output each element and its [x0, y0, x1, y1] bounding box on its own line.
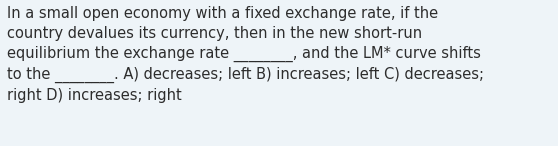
Text: In a small open economy with a fixed exchange rate, if the
country devalues its : In a small open economy with a fixed exc… — [7, 6, 484, 103]
